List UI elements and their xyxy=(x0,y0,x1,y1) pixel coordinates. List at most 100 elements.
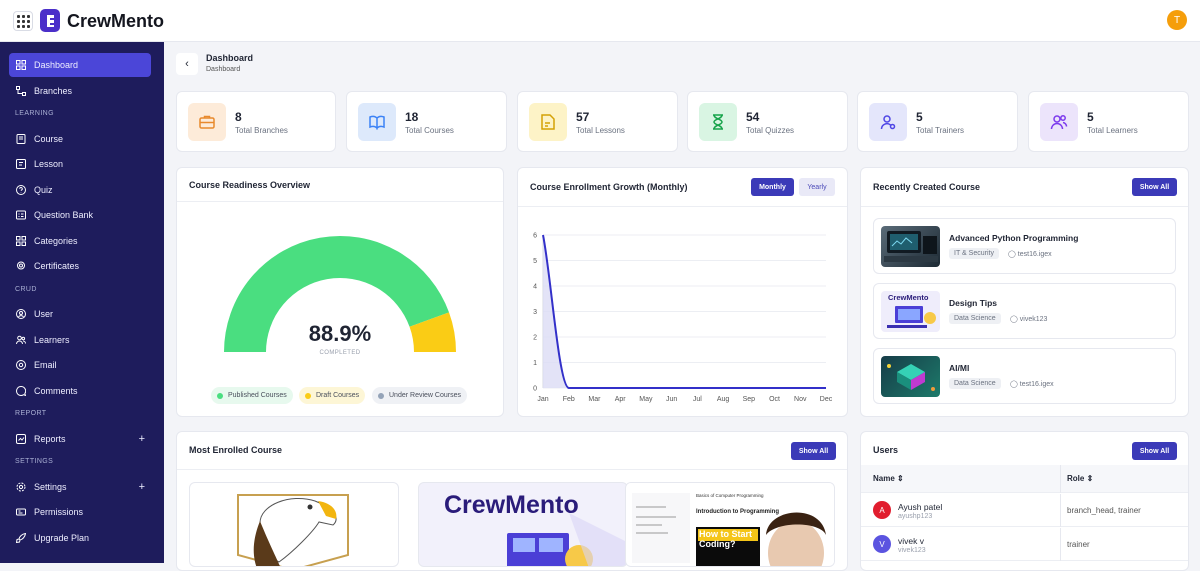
apps-grid-icon[interactable] xyxy=(13,11,33,31)
briefcase-icon xyxy=(188,103,226,141)
legend-draft[interactable]: Draft Courses xyxy=(299,387,366,404)
course-card-eagle[interactable] xyxy=(189,482,399,567)
top-bar: CrewMento T xyxy=(0,0,1200,42)
x-tick-label: Apr xyxy=(615,396,627,403)
sidebar-item-comments[interactable]: Comments xyxy=(9,379,151,403)
sidebar-item-categories[interactable]: Categories xyxy=(9,229,151,253)
gauge-value: 88.9% xyxy=(308,321,372,346)
thumbnail-banner: How to Start Coding? xyxy=(699,529,752,549)
back-button[interactable]: ‹ xyxy=(176,53,198,75)
sidebar-item-lesson[interactable]: Lesson xyxy=(9,152,151,176)
tab-monthly[interactable]: Monthly xyxy=(751,178,794,196)
stat-label: Total Courses xyxy=(405,126,454,135)
sidebar-item-label: Certificates xyxy=(34,261,80,271)
sidebar-item-label: Course xyxy=(34,134,64,144)
column-name[interactable]: Name ⇕ xyxy=(873,474,904,483)
book-open-icon xyxy=(358,103,396,141)
tab-yearly[interactable]: Yearly xyxy=(799,178,835,196)
user-role: branch_head, trainer xyxy=(1067,506,1141,515)
legend-under-review[interactable]: Under Review Courses xyxy=(372,387,467,404)
course-title: AI/Ml xyxy=(949,363,970,373)
legend-dot xyxy=(217,392,223,399)
column-role[interactable]: Role ⇕ xyxy=(1067,474,1093,483)
stat-label: Total Lessons xyxy=(576,126,625,135)
sidebar-item-label: Quiz xyxy=(34,185,53,195)
breadcrumb: Dashboard xyxy=(206,66,241,73)
course-item[interactable]: CrewMento Design Tips Data Science ◯ viv… xyxy=(873,283,1176,339)
sidebar-item-settings[interactable]: Settings + xyxy=(9,475,151,499)
table-row[interactable]: A Ayush patel ayushp123 branch_head, tra… xyxy=(861,494,1188,527)
bank-icon xyxy=(16,210,26,220)
sidebar-item-label: Permissions xyxy=(34,507,84,517)
sidebar-item-upgrade-plan[interactable]: Upgrade Plan xyxy=(9,526,151,550)
document-icon xyxy=(529,103,567,141)
column-label: Role xyxy=(1067,474,1085,483)
course-card-programming[interactable]: Basics of Computer Programming Introduct… xyxy=(625,482,835,567)
stat-label: Total Quizzes xyxy=(746,126,795,135)
legend-label: Published Courses xyxy=(228,392,287,399)
x-tick-label: Dec xyxy=(820,396,833,403)
stat-card-branches[interactable]: 8 Total Branches xyxy=(176,91,336,152)
show-all-button[interactable]: Show All xyxy=(1132,178,1177,196)
user-role: trainer xyxy=(1067,540,1090,549)
sidebar-item-label: Email xyxy=(34,360,57,370)
most-enrolled-card: Most Enrolled Course Show All CrewMento … xyxy=(176,431,848,571)
y-tick-label: 6 xyxy=(533,233,537,240)
expand-plus-icon[interactable]: + xyxy=(138,481,145,493)
stat-card-learners[interactable]: 5 Total Learners xyxy=(1028,91,1189,152)
sidebar-item-label: Settings xyxy=(34,482,67,492)
sidebar-item-label: Reports xyxy=(34,434,66,444)
comments-icon xyxy=(16,386,26,396)
show-all-button[interactable]: Show All xyxy=(791,442,836,460)
stat-card-lessons[interactable]: 57 Total Lessons xyxy=(517,91,678,152)
sidebar-item-reports[interactable]: Reports + xyxy=(9,427,151,451)
sidebar-item-branches[interactable]: Branches xyxy=(9,79,151,103)
stat-value: 5 xyxy=(916,110,923,124)
course-item[interactable]: Advanced Python Programming IT & Securit… xyxy=(873,218,1176,274)
legend-label: Under Review Courses xyxy=(389,392,461,399)
sort-icon[interactable]: ⇕ xyxy=(897,474,904,483)
stat-value: 54 xyxy=(746,110,760,124)
expand-plus-icon[interactable]: + xyxy=(138,433,145,445)
section-settings: SETTINGS xyxy=(15,458,54,465)
sidebar-item-learners[interactable]: Learners xyxy=(9,328,151,352)
sidebar-item-permissions[interactable]: Permissions xyxy=(9,500,151,524)
column-label: Name xyxy=(873,474,895,483)
sidebar-item-course[interactable]: Course xyxy=(9,127,151,151)
sidebar-item-label: Question Bank xyxy=(34,210,94,220)
certificate-icon xyxy=(16,261,26,271)
user-name: vivek v xyxy=(898,536,924,546)
stat-value: 5 xyxy=(1087,110,1094,124)
course-item[interactable]: AI/Ml Data Science ◯ test16.igex xyxy=(873,348,1176,404)
legend-published[interactable]: Published Courses xyxy=(211,387,293,404)
sidebar-item-email[interactable]: Email xyxy=(9,353,151,377)
sidebar-item-user[interactable]: User xyxy=(9,302,151,326)
sidebar-item-label: Categories xyxy=(34,236,78,246)
categories-icon xyxy=(16,236,26,246)
app-logo[interactable] xyxy=(40,9,60,32)
user-handle: ayushp123 xyxy=(898,513,933,520)
course-card-crewmento[interactable]: CrewMento xyxy=(418,482,628,567)
course-category: Data Science xyxy=(949,378,1001,389)
rocket-icon xyxy=(16,533,26,543)
stat-label: Total Learners xyxy=(1087,126,1138,135)
sidebar-item-dashboard[interactable]: Dashboard xyxy=(9,53,151,77)
stat-card-quizzes[interactable]: 54 Total Quizzes xyxy=(687,91,848,152)
y-tick-label: 3 xyxy=(533,309,537,316)
stat-card-trainers[interactable]: 5 Total Trainers xyxy=(857,91,1018,152)
stat-card-courses[interactable]: 18 Total Courses xyxy=(346,91,507,152)
user-avatar[interactable]: T xyxy=(1167,10,1187,30)
table-row[interactable]: V vivek v vivek123 trainer xyxy=(861,528,1188,561)
stat-value: 8 xyxy=(235,110,242,124)
trainer-icon xyxy=(869,103,907,141)
sidebar-item-certificates[interactable]: Certificates xyxy=(9,254,151,278)
sidebar-item-question-bank[interactable]: Question Bank xyxy=(9,203,151,227)
y-tick-label: 2 xyxy=(533,335,537,342)
sort-icon[interactable]: ⇕ xyxy=(1086,474,1094,483)
show-all-button[interactable]: Show All xyxy=(1132,442,1177,460)
x-tick-label: May xyxy=(639,396,653,403)
readiness-card: Course Readiness Overview 88.9% COMPLETE… xyxy=(176,167,504,417)
sidebar-item-quiz[interactable]: Quiz xyxy=(9,178,151,202)
branch-icon xyxy=(16,86,26,96)
user-icon xyxy=(16,309,26,319)
